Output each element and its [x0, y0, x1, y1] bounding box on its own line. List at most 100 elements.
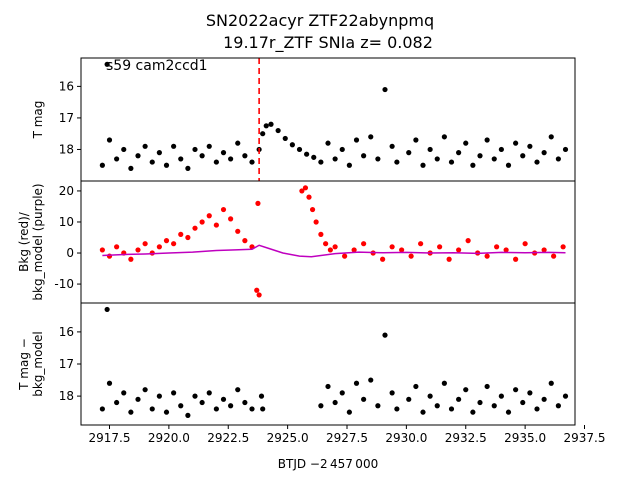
data-point — [255, 200, 261, 206]
data-point — [520, 153, 526, 159]
data-point — [534, 406, 540, 412]
data-point — [541, 247, 547, 253]
data-point — [491, 156, 497, 162]
data-point — [368, 134, 374, 140]
data-point — [498, 146, 504, 153]
data-point — [185, 412, 191, 418]
data-point — [128, 409, 134, 415]
data-point — [106, 253, 113, 259]
data-point — [406, 150, 412, 156]
data-point — [562, 393, 569, 399]
data-point — [375, 156, 381, 162]
data-point — [185, 165, 191, 171]
data-point — [448, 159, 455, 165]
data-point — [380, 256, 386, 262]
data-point — [104, 61, 110, 67]
data-point — [178, 231, 184, 237]
data-point — [382, 332, 388, 338]
data-point — [302, 185, 309, 191]
data-point — [470, 409, 476, 415]
y-tick-label: 16 — [59, 79, 74, 93]
data-point — [361, 153, 367, 159]
data-point — [258, 393, 265, 399]
x-tick-label: 2920.0 — [148, 431, 190, 445]
data-point — [206, 390, 212, 396]
data-point — [484, 253, 490, 259]
data-point — [456, 247, 462, 253]
data-point — [332, 156, 338, 162]
y-tick-label: -10 — [54, 277, 74, 291]
data-point — [114, 399, 120, 406]
data-point — [505, 409, 512, 415]
data-point — [389, 390, 395, 396]
data-point — [242, 238, 248, 244]
data-point — [220, 206, 227, 213]
data-point — [304, 151, 310, 157]
data-point — [562, 146, 569, 153]
data-point — [128, 165, 134, 171]
data-point — [346, 409, 352, 415]
y-axis-label: bkg_model — [31, 331, 45, 397]
data-point — [128, 256, 134, 262]
data-point — [99, 162, 105, 168]
data-point — [309, 206, 316, 213]
y-axis-label: T mag − — [17, 338, 31, 391]
x-axis-label: BTJD −2 457 000 — [278, 457, 378, 471]
data-point — [477, 153, 483, 159]
data-point — [213, 222, 219, 228]
data-point — [484, 137, 490, 143]
data-point — [477, 399, 483, 406]
data-point — [491, 403, 497, 409]
axes-frame — [80, 57, 576, 182]
data-point — [260, 131, 266, 137]
data-point — [185, 234, 191, 241]
data-point — [375, 403, 381, 409]
annotation: s59 cam2ccd1 — [106, 58, 208, 74]
data-point — [420, 409, 426, 415]
data-point — [268, 121, 274, 127]
data-point — [206, 213, 212, 219]
model-line — [102, 244, 566, 258]
data-point — [275, 127, 281, 134]
data-point — [318, 403, 324, 409]
data-point — [503, 247, 509, 253]
data-point — [434, 403, 440, 409]
data-point — [548, 380, 554, 386]
data-point — [541, 150, 547, 156]
data-point — [448, 406, 455, 412]
data-point — [548, 134, 554, 140]
y-tick-label: 20 — [59, 184, 74, 198]
y-tick-label: 16 — [59, 325, 74, 339]
data-point — [228, 156, 234, 162]
data-point — [135, 396, 141, 402]
data-point — [427, 146, 433, 153]
data-point — [555, 403, 561, 409]
data-point — [163, 409, 170, 415]
data-point — [206, 143, 212, 149]
data-point — [199, 399, 205, 406]
data-point — [342, 253, 348, 259]
data-point — [163, 238, 170, 244]
data-point — [353, 380, 360, 386]
data-point — [220, 396, 227, 402]
data-point — [249, 159, 255, 165]
data-point — [327, 247, 333, 253]
data-point — [318, 159, 324, 165]
x-tick-label: 2937.5 — [564, 431, 606, 445]
y-tick-label: 0 — [66, 246, 74, 260]
data-point — [254, 287, 260, 293]
data-point — [323, 241, 329, 247]
data-point — [192, 393, 198, 399]
data-point — [408, 253, 414, 259]
data-point — [406, 396, 412, 402]
data-point — [142, 143, 148, 149]
data-point — [256, 292, 262, 298]
data-point — [263, 123, 269, 129]
data-point — [505, 162, 512, 168]
data-point — [465, 238, 471, 244]
data-point — [311, 154, 317, 160]
y-tick-label: 10 — [59, 215, 74, 229]
data-point — [427, 393, 433, 399]
data-point — [213, 406, 219, 412]
data-point — [192, 225, 198, 231]
